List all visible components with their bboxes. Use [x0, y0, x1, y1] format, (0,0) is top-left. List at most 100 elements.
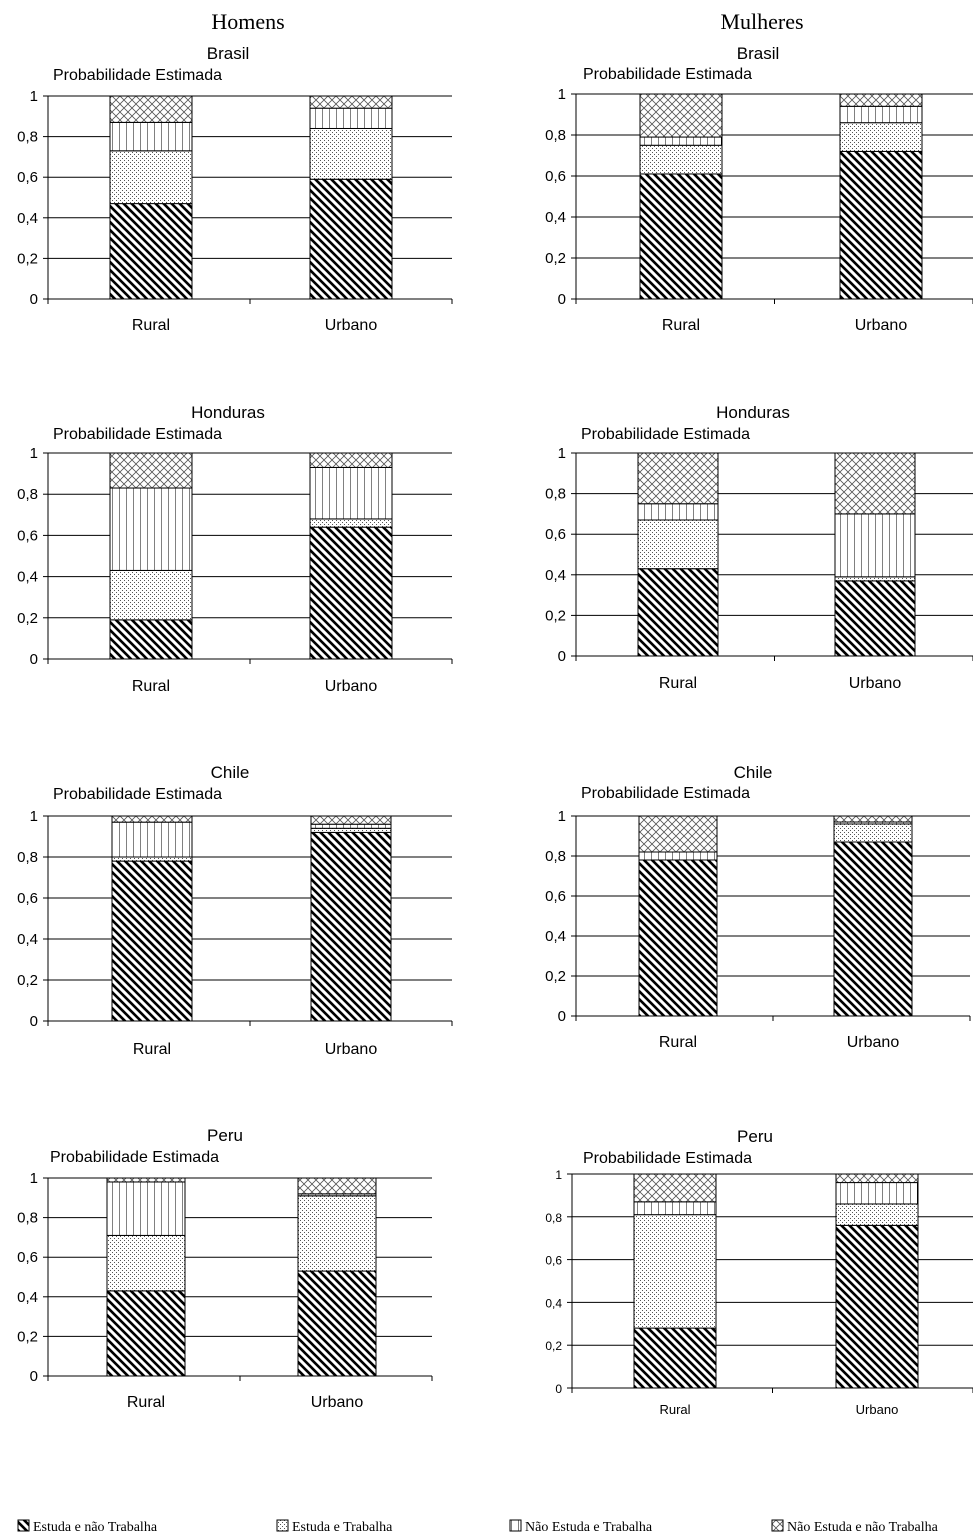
y-tick-label: 0,8	[17, 129, 38, 146]
bar-segment-grid	[309, 107, 393, 129]
legend-swatch	[771, 1519, 784, 1532]
chart-panel: Chile Probabilidade Estimada 0 0,2 0,4 0,6 0,8…	[17, 763, 453, 1058]
x-category-label: Rural	[133, 1041, 171, 1058]
chart-panel: Honduras Probabilidade Estimada 0 0,2 0,4 0,6…	[545, 403, 973, 692]
bar-segment-diag	[109, 619, 193, 660]
bar-segment-grid	[839, 105, 923, 124]
y-tick-label: 0,4	[17, 210, 38, 227]
y-tick-label: 1	[558, 445, 566, 462]
y-tick-label: 1	[30, 88, 38, 105]
bar-segment-dots	[637, 519, 719, 570]
y-tick-label: 1	[558, 86, 566, 103]
y-axis-label: Probabilidade Estimada	[53, 426, 222, 443]
y-tick-label: 0	[558, 291, 566, 308]
y-tick-label: 1	[30, 808, 38, 825]
bar-segment-dots	[297, 1195, 377, 1272]
bar-segment-grid	[638, 851, 718, 861]
bar-segment-grid	[109, 121, 193, 152]
legend-swatch	[276, 1519, 289, 1532]
y-tick-label: 0,4	[545, 928, 566, 945]
chart-title: Honduras	[716, 403, 790, 422]
bar-segment-diag	[309, 178, 393, 300]
y-axis-label: Probabilidade Estimada	[53, 786, 222, 803]
chart-title: Brasil	[737, 44, 780, 63]
y-tick-label: 0,8	[545, 486, 566, 503]
y-tick-label: 0,2	[17, 250, 38, 267]
y-tick-label: 0,8	[545, 127, 566, 144]
x-category-label: Urbano	[855, 317, 908, 334]
bar-segment-diag	[297, 1270, 377, 1377]
y-tick-label: 1	[555, 1168, 562, 1182]
y-tick-label: 0,6	[545, 526, 566, 543]
y-axis-label: Probabilidade Estimada	[581, 785, 750, 802]
bar-segment-dots	[839, 122, 923, 152]
bar-segment-grid	[835, 1182, 919, 1205]
bar-segment-grid	[633, 1201, 717, 1216]
legend-label: Não Estuda e Trabalha	[525, 1520, 653, 1535]
bar-segment-dots	[111, 856, 193, 862]
bar-segment-dots	[835, 1203, 919, 1226]
chart-panel: Chile Probabilidade Estimada 0 0,2 0,4 0,6 0,8…	[545, 763, 971, 1051]
bar-segment-diag	[309, 526, 393, 660]
y-tick-label: 0,4	[17, 569, 38, 586]
bar-segment-cross	[833, 815, 913, 823]
bar-segment-dots	[309, 127, 393, 180]
legend-swatch	[17, 1519, 30, 1532]
bar-segment-grid	[310, 823, 392, 829]
bar-segment-diag	[839, 150, 923, 300]
bar-segment-dots	[639, 144, 723, 175]
bar-segment-dots	[309, 518, 393, 528]
chart-title: Peru	[737, 1127, 773, 1146]
legend-swatch	[509, 1519, 522, 1532]
x-category-label: Urbano	[311, 1394, 364, 1411]
y-tick-label: 0,6	[545, 168, 566, 185]
chart-panel: Honduras Probabilidade Estimada 0 0,2 0,4 0,6…	[17, 403, 453, 695]
y-tick-label: 0	[30, 1013, 38, 1030]
x-category-label: Rural	[132, 678, 170, 695]
x-category-label: Rural	[132, 317, 170, 334]
chart-title: Chile	[734, 763, 773, 782]
bar-segment-cross	[309, 452, 393, 468]
bar-segment-diag	[834, 580, 916, 657]
y-tick-label: 0	[30, 651, 38, 668]
y-tick-label: 0,8	[545, 848, 566, 865]
chart-title: Peru	[207, 1126, 243, 1145]
x-category-label: Rural	[659, 1034, 697, 1051]
bar-segment-diag	[638, 859, 718, 1017]
y-tick-label: 0,8	[545, 1211, 562, 1225]
y-tick-label: 0,2	[17, 610, 38, 627]
y-tick-label: 1	[30, 445, 38, 462]
bar-segment-diag	[639, 173, 723, 300]
bar-segment-dots	[834, 576, 916, 582]
y-tick-label: 0	[30, 1368, 38, 1385]
bar-segment-dots	[109, 150, 193, 205]
chart-panel: Brasil Probabilidade Estimada 0 0,2 0,4 0,6 0,…	[545, 44, 973, 334]
y-tick-label: 0,4	[545, 1296, 562, 1310]
legend-label: Não Estuda e não Trabalha	[787, 1520, 939, 1535]
y-tick-label: 0,2	[545, 1339, 562, 1353]
legend-label: Estuda e Trabalha	[292, 1520, 393, 1535]
bar-segment-diag	[633, 1327, 717, 1389]
bar-segment-dots	[833, 823, 913, 843]
bar-segment-grid	[109, 487, 193, 571]
bar-segment-cross	[297, 1177, 377, 1195]
column-header-mulheres: Mulheres	[720, 9, 803, 34]
y-tick-label: 0	[558, 648, 566, 665]
chart-title: Honduras	[191, 403, 265, 422]
bar-segment-grid	[639, 136, 723, 146]
bar-segment-cross	[111, 815, 193, 823]
bar-segment-diag	[310, 831, 392, 1022]
y-tick-label: 0,4	[545, 567, 566, 584]
x-category-label: Urbano	[847, 1034, 900, 1051]
charts-area: Brasil Probabilidade Estimada 0 0,2 0,4 0,6 0,…	[17, 44, 973, 1417]
legend: Estuda e não Trabalha Estuda e Trabalha Nã…	[17, 1519, 939, 1535]
bar-segment-grid	[111, 821, 193, 858]
x-category-label: Urbano	[325, 317, 378, 334]
bar-segment-dots	[109, 569, 193, 621]
y-tick-label: 0,6	[545, 1254, 562, 1268]
legend-label: Estuda e não Trabalha	[33, 1520, 158, 1535]
bar-segment-diag	[106, 1290, 186, 1377]
bar-segment-grid	[637, 503, 719, 521]
bar-segment-cross	[839, 93, 923, 107]
bar-segment-grid	[309, 466, 393, 520]
